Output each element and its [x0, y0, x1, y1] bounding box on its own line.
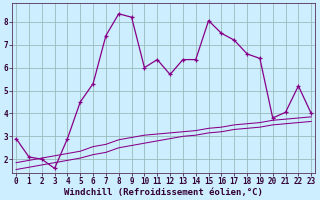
X-axis label: Windchill (Refroidissement éolien,°C): Windchill (Refroidissement éolien,°C) — [64, 188, 263, 197]
